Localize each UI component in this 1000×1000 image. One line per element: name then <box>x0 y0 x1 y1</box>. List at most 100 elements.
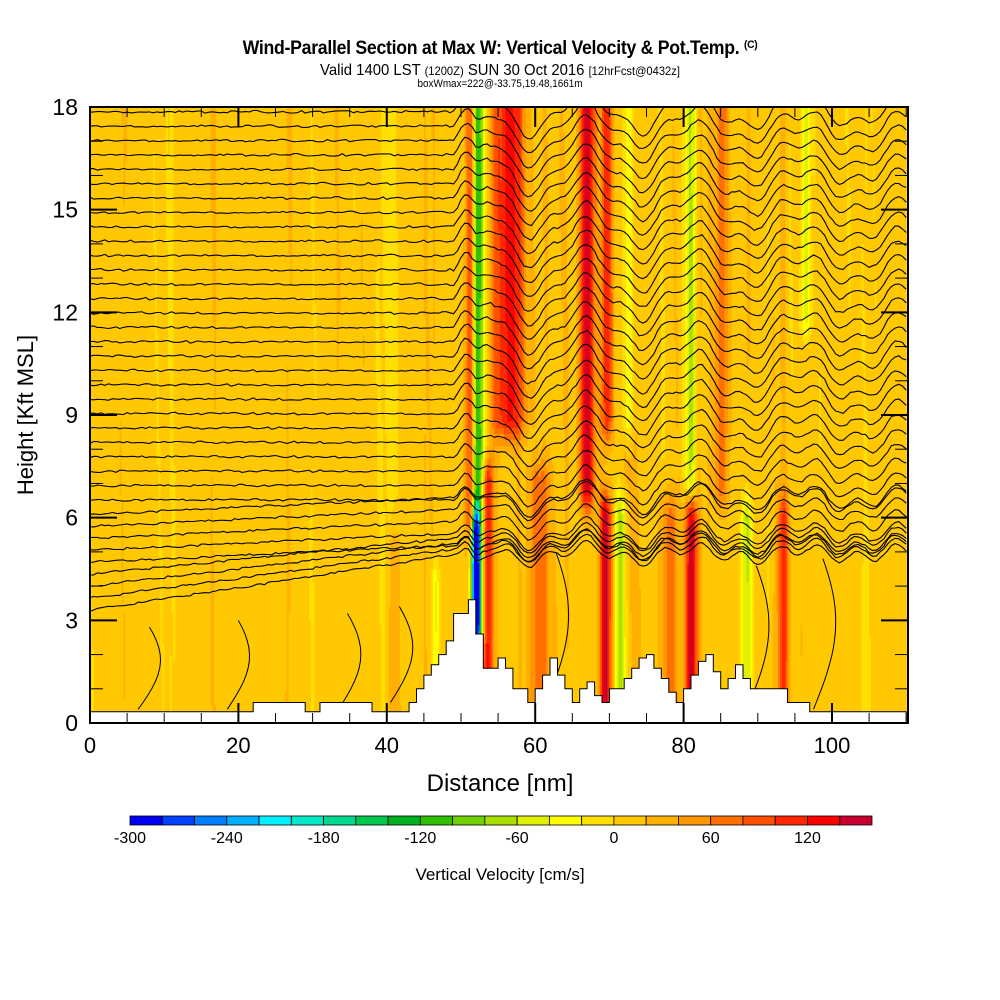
velocity-cell <box>542 236 546 435</box>
velocity-cell <box>553 501 557 718</box>
velocity-cell <box>349 107 353 723</box>
low-level-contour <box>746 565 770 710</box>
velocity-cell <box>616 488 620 502</box>
velocity-cell <box>865 107 868 194</box>
velocity-cell <box>780 107 783 391</box>
velocity-cell <box>589 532 592 723</box>
velocity-cell <box>490 464 494 478</box>
velocity-cell <box>492 107 495 428</box>
velocity-cell <box>401 107 405 723</box>
velocity-cell <box>429 415 432 521</box>
velocity-cell <box>173 464 176 662</box>
velocity-cell <box>653 107 657 723</box>
velocity-cell <box>783 501 787 508</box>
y-tick-label: 0 <box>65 710 78 736</box>
velocity-cell <box>344 107 347 723</box>
velocity-cell <box>715 107 718 244</box>
velocity-cell <box>485 464 488 472</box>
velocity-cell <box>388 519 392 607</box>
velocity-cell <box>832 107 835 723</box>
velocity-cell <box>603 507 607 706</box>
y-tick-label: 15 <box>52 197 78 223</box>
y-tick-label: 6 <box>65 505 78 531</box>
velocity-cell <box>616 107 620 472</box>
velocity-cell <box>360 285 364 723</box>
velocity-cell <box>308 618 312 723</box>
velocity-cell <box>399 107 403 706</box>
velocity-cell <box>485 458 488 465</box>
velocity-cell <box>728 107 731 502</box>
velocity-cell <box>563 427 566 723</box>
velocity-cell <box>772 316 776 385</box>
velocity-cell <box>874 107 878 281</box>
velocity-cell <box>366 107 369 723</box>
velocity-cell <box>286 365 290 723</box>
velocity-cell <box>870 131 874 723</box>
velocity-cell <box>468 532 471 539</box>
isentrope-line <box>90 107 888 140</box>
colorbar-tick-label: -300 <box>114 830 146 847</box>
velocity-cell <box>499 415 503 428</box>
velocity-cell <box>600 439 603 484</box>
velocity-cell <box>538 476 542 718</box>
velocity-cell <box>609 451 612 478</box>
velocity-cell <box>785 661 789 706</box>
velocity-cell <box>709 408 713 465</box>
velocity-cell <box>498 445 501 465</box>
velocity-cell <box>691 513 694 521</box>
velocity-cell <box>750 107 753 496</box>
velocity-cell <box>429 107 432 416</box>
velocity-cell <box>629 458 633 613</box>
velocity-cell <box>153 150 156 250</box>
velocity-cell <box>353 211 356 723</box>
velocity-cell <box>624 107 627 435</box>
velocity-cell <box>397 538 401 723</box>
velocity-cell <box>594 501 598 527</box>
velocity-cell <box>729 211 733 441</box>
velocity-cell <box>537 107 540 447</box>
velocity-cell <box>396 107 399 225</box>
velocity-cell <box>614 107 618 484</box>
velocity-cell <box>499 107 503 182</box>
velocity-cell <box>566 649 570 723</box>
velocity-cell <box>850 107 854 723</box>
velocity-cell <box>870 107 874 133</box>
velocity-cell <box>670 507 674 718</box>
velocity-cell <box>475 519 479 644</box>
velocity-cell <box>488 107 492 453</box>
velocity-cell <box>197 107 201 723</box>
velocity-cell <box>490 107 494 435</box>
velocity-cell <box>351 119 355 723</box>
velocity-cell <box>583 501 586 508</box>
velocity-cell <box>553 107 557 502</box>
velocity-cell <box>160 107 163 539</box>
velocity-cell <box>498 433 501 447</box>
velocity-cell <box>561 107 564 305</box>
velocity-cell <box>179 107 182 723</box>
velocity-cell <box>585 532 588 723</box>
velocity-cell <box>844 107 848 145</box>
velocity-cell <box>399 704 403 712</box>
forecast-info: [12hrFcst@0432z] <box>588 64 680 78</box>
velocity-cell <box>802 341 805 723</box>
velocity-cell <box>748 107 751 361</box>
velocity-cell <box>707 427 711 539</box>
velocity-cell <box>347 107 351 723</box>
velocity-cell <box>125 107 128 164</box>
velocity-cell <box>744 482 748 496</box>
velocity-cell <box>240 107 243 723</box>
velocity-cell <box>433 556 436 570</box>
velocity-cell <box>607 507 610 706</box>
velocity-cell <box>776 107 779 484</box>
isentrope-line <box>90 434 907 481</box>
velocity-cell <box>841 107 844 723</box>
velocity-cell <box>473 513 477 521</box>
colorbar-swatch <box>258 815 292 826</box>
velocity-cell <box>91 107 95 650</box>
velocity-cell <box>527 107 531 435</box>
velocity-cell <box>661 495 664 723</box>
velocity-cell <box>312 581 316 723</box>
velocity-cell <box>785 513 789 662</box>
velocity-cell <box>205 107 208 723</box>
velocity-cell <box>720 519 724 723</box>
